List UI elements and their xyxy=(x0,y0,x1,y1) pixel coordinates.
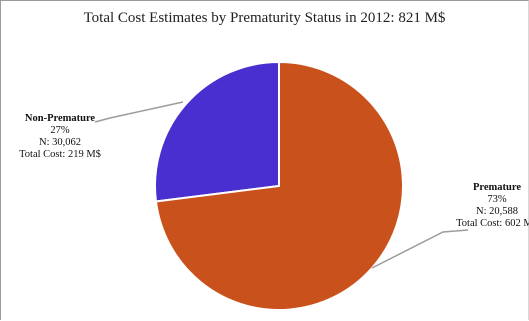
slice-percent: 73% xyxy=(487,194,507,205)
slice-cost: Total Cost: 602 M$ xyxy=(456,218,529,229)
slice-count: N: 30,062 xyxy=(39,137,81,148)
slice-cost: Total Cost: 219 M$ xyxy=(19,149,101,160)
leader-line-non-premature xyxy=(94,101,184,123)
pie-slice-non-premature xyxy=(154,60,280,203)
slice-name: Premature xyxy=(472,182,521,193)
slice-percent: 27% xyxy=(50,125,70,136)
leader-line-premature xyxy=(371,229,469,269)
slice-name: Non-Premature xyxy=(24,113,96,124)
slice-count: N: 20,588 xyxy=(476,206,518,217)
slice-label-non-premature: Non-Premature 27% N: 30,062 Total Cost: … xyxy=(10,113,110,161)
slice-label-premature: Premature 73% N: 20,588 Total Cost: 602 … xyxy=(442,182,529,230)
chart-title: Total Cost Estimates by Prematurity Stat… xyxy=(83,10,446,26)
